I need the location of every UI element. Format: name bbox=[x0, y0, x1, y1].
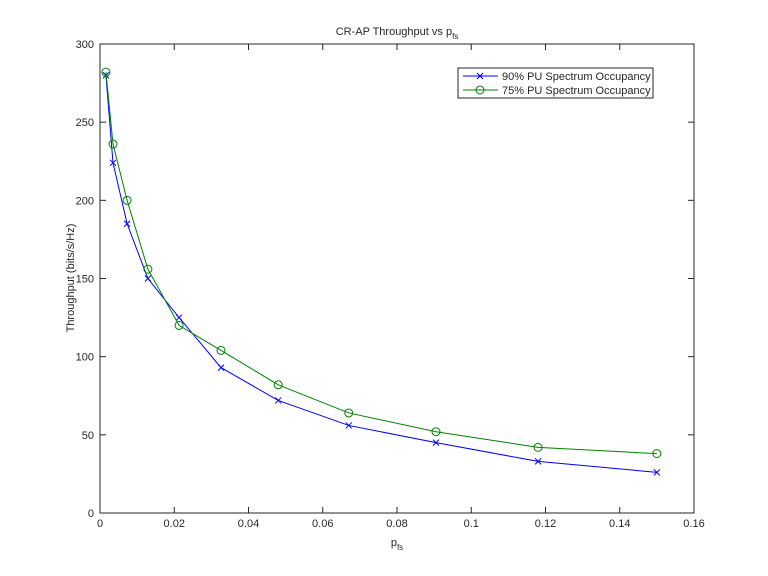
y-tick-label: 0 bbox=[88, 508, 94, 520]
marker bbox=[174, 320, 184, 330]
y-tick-label: 100 bbox=[76, 352, 94, 364]
marker bbox=[217, 364, 225, 371]
marker bbox=[216, 345, 226, 355]
x-tick-label: 0 bbox=[97, 518, 103, 530]
title-main: CR-AP Throughput vs p bbox=[336, 26, 452, 38]
marker bbox=[344, 408, 354, 418]
marker bbox=[345, 422, 353, 429]
marker bbox=[123, 220, 131, 228]
title-subscript: fs bbox=[452, 32, 458, 41]
y-tick-label: 200 bbox=[76, 195, 94, 207]
marker bbox=[175, 314, 183, 321]
marker bbox=[652, 449, 662, 459]
x-tick-label: 0.14 bbox=[609, 518, 630, 530]
x-tick-label: 0.06 bbox=[312, 518, 333, 530]
marker bbox=[431, 427, 441, 437]
marker bbox=[274, 397, 282, 404]
x-tick-label: 0.04 bbox=[238, 518, 259, 530]
legend-label: 90% PU Spectrum Occupancy bbox=[502, 71, 651, 83]
marker bbox=[109, 159, 117, 167]
x-tick-label: 0.08 bbox=[386, 518, 407, 530]
y-axis-label: Throughput (bits/s/Hz) bbox=[65, 224, 77, 333]
marker bbox=[143, 264, 153, 274]
marker bbox=[273, 380, 283, 390]
y-tick-label: 50 bbox=[82, 430, 94, 442]
marker bbox=[475, 85, 485, 95]
marker bbox=[653, 468, 661, 476]
xlabel-main: p bbox=[391, 537, 397, 549]
marker bbox=[533, 442, 543, 452]
series-line bbox=[105, 72, 657, 455]
legend: 90% PU Spectrum Occupancy 75% PU Spectrum… bbox=[457, 67, 654, 99]
x-tick-label: 0.1 bbox=[464, 518, 479, 530]
marker bbox=[108, 139, 118, 149]
x-axis-label: pfs bbox=[391, 537, 403, 552]
x-tick-label: 0.02 bbox=[164, 518, 185, 530]
marker bbox=[476, 72, 484, 80]
marker bbox=[534, 458, 542, 465]
marker bbox=[432, 439, 440, 447]
xlabel-subscript: fs bbox=[397, 543, 403, 552]
plot-area bbox=[99, 43, 695, 514]
x-tick-label: 0.12 bbox=[535, 518, 556, 530]
marker bbox=[122, 195, 132, 205]
marker bbox=[101, 67, 111, 77]
x-tick-label: 0.16 bbox=[683, 518, 704, 530]
legend-box bbox=[457, 67, 654, 99]
marker bbox=[144, 275, 152, 282]
chart-title: CR-AP Throughput vs pfs bbox=[336, 26, 459, 41]
y-tick-label: 250 bbox=[76, 117, 94, 129]
y-tick-label: 300 bbox=[76, 39, 94, 51]
y-tick-label: 150 bbox=[76, 274, 94, 286]
legend-label: 75% PU Spectrum Occupancy bbox=[502, 85, 651, 97]
